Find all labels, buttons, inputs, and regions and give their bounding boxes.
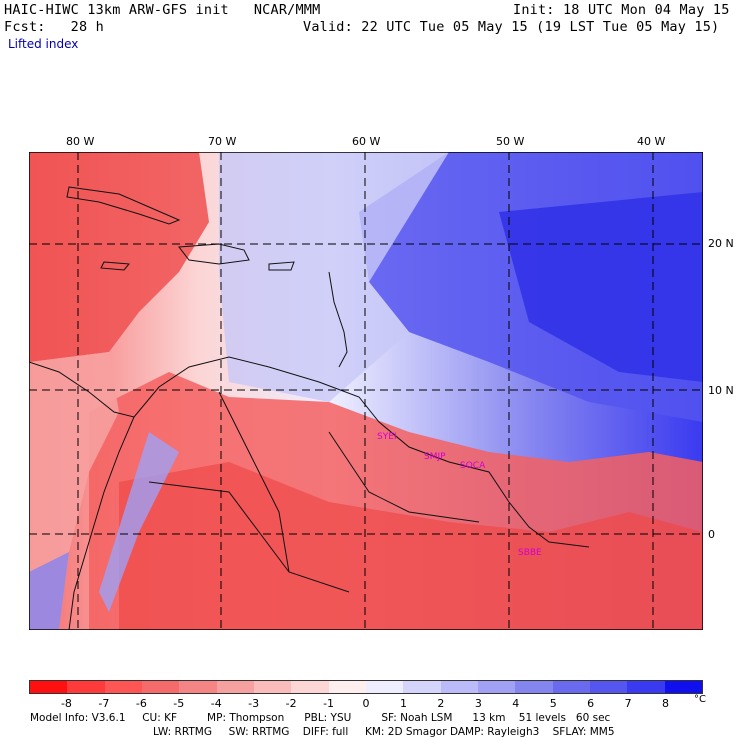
- colorbar: [29, 680, 703, 694]
- colorbar-swatch: [216, 681, 254, 693]
- colorbar-tick-label: 2: [437, 697, 445, 710]
- lon-label-50w: 50 W: [496, 135, 525, 148]
- light-stable-band: [219, 152, 449, 402]
- jamaica-coast: [100, 261, 131, 271]
- station-sbbe: SBBE: [518, 548, 542, 558]
- puerto-rico-coast: [268, 261, 295, 271]
- north-south-america-coast: [133, 356, 590, 548]
- colorbar-tick-label: 0: [362, 697, 370, 710]
- colorbar-tick-label: -8: [60, 697, 72, 710]
- colorbar-swatch: [552, 681, 590, 693]
- forecast-hour: Fcst: 28 h: [4, 19, 104, 35]
- colorbar-swatch: [328, 681, 366, 693]
- pacific-coast: [68, 416, 135, 630]
- model-info-line1: Model Info: V3.6.1 CU: KF MP: Thompson P…: [30, 712, 611, 724]
- model-title: HAIC-HIWC 13km ARW-GFS init NCAR/MMM: [4, 2, 321, 18]
- colorbar-swatch: [589, 681, 628, 693]
- model-info-line2: LW: RRTMG SW: RRTMG DIFF: full KM: 2D Sm…: [153, 726, 615, 738]
- pacific-stable: [29, 552, 69, 630]
- colorbar-tick-label: 1: [399, 697, 407, 710]
- lon-label-60w: 60 W: [352, 135, 381, 148]
- colorbar-unit: °C: [694, 694, 706, 705]
- colorbar-tick-label: -4: [210, 697, 222, 710]
- colorbar-swatch: [253, 681, 292, 693]
- lat-label-0: 0: [708, 528, 715, 541]
- border-a: [218, 391, 290, 573]
- lat-label-20n: 20 N: [708, 237, 734, 250]
- station-syei: SYEI: [377, 432, 397, 442]
- colorbar-tick-label: 3: [474, 697, 482, 710]
- lifted-index-map: [29, 152, 703, 630]
- colorbar-swatch: [291, 681, 329, 693]
- lon-label-70w: 70 W: [208, 135, 237, 148]
- unstable-amazon: [119, 462, 703, 630]
- colorbar-tick-label: 6: [587, 697, 595, 710]
- colorbar-tick-label: 5: [549, 697, 557, 710]
- lat-label-10n: 10 N: [708, 384, 734, 397]
- unstable-nw: [29, 152, 209, 362]
- colorbar-tick-label: -3: [248, 697, 260, 710]
- colorbar-tick-label: -7: [98, 697, 110, 710]
- field-name: Lifted index: [8, 37, 79, 51]
- border-c: [148, 481, 350, 593]
- colorbar-swatch: [627, 681, 665, 693]
- andes-stable: [99, 432, 179, 612]
- lon-label-80w: 80 W: [66, 135, 95, 148]
- colorbar-tick-label: 4: [512, 697, 520, 710]
- colorbar-tick-label: 8: [662, 697, 670, 710]
- colorbar-tick-label: 7: [624, 697, 632, 710]
- colorbar-swatch: [477, 681, 516, 693]
- colorbar-swatch: [104, 681, 142, 693]
- init-time: Init: 18 UTC Mon 04 May 15: [513, 2, 730, 18]
- valid-time: Valid: 22 UTC Tue 05 May 15 (19 LST Tue …: [303, 19, 720, 35]
- colorbar-swatch: [67, 681, 105, 693]
- colorbar-swatch: [440, 681, 478, 693]
- colorbar-tick-label: -5: [173, 697, 185, 710]
- lesser-antilles: [328, 271, 348, 368]
- stable-core: [499, 192, 703, 382]
- station-soca: SOCA: [460, 461, 486, 471]
- colorbar-tick-label: -6: [135, 697, 147, 710]
- colorbar-swatch: [515, 681, 553, 693]
- border-b: [328, 431, 480, 523]
- colorbar-swatch: [30, 681, 68, 693]
- colorbar-swatch: [365, 681, 404, 693]
- pacific-edge: [29, 352, 119, 630]
- colorbar-tick-label: -2: [285, 697, 297, 710]
- colorbar-swatch: [664, 681, 702, 693]
- colorbar-swatch: [141, 681, 180, 693]
- lon-label-40w: 40 W: [637, 135, 666, 148]
- colorbar-tick-label: -1: [323, 697, 335, 710]
- station-smjp: SMJP: [424, 452, 446, 462]
- central-america-coast: [29, 361, 135, 418]
- colorbar-swatch: [179, 681, 217, 693]
- colorbar-swatch: [403, 681, 441, 693]
